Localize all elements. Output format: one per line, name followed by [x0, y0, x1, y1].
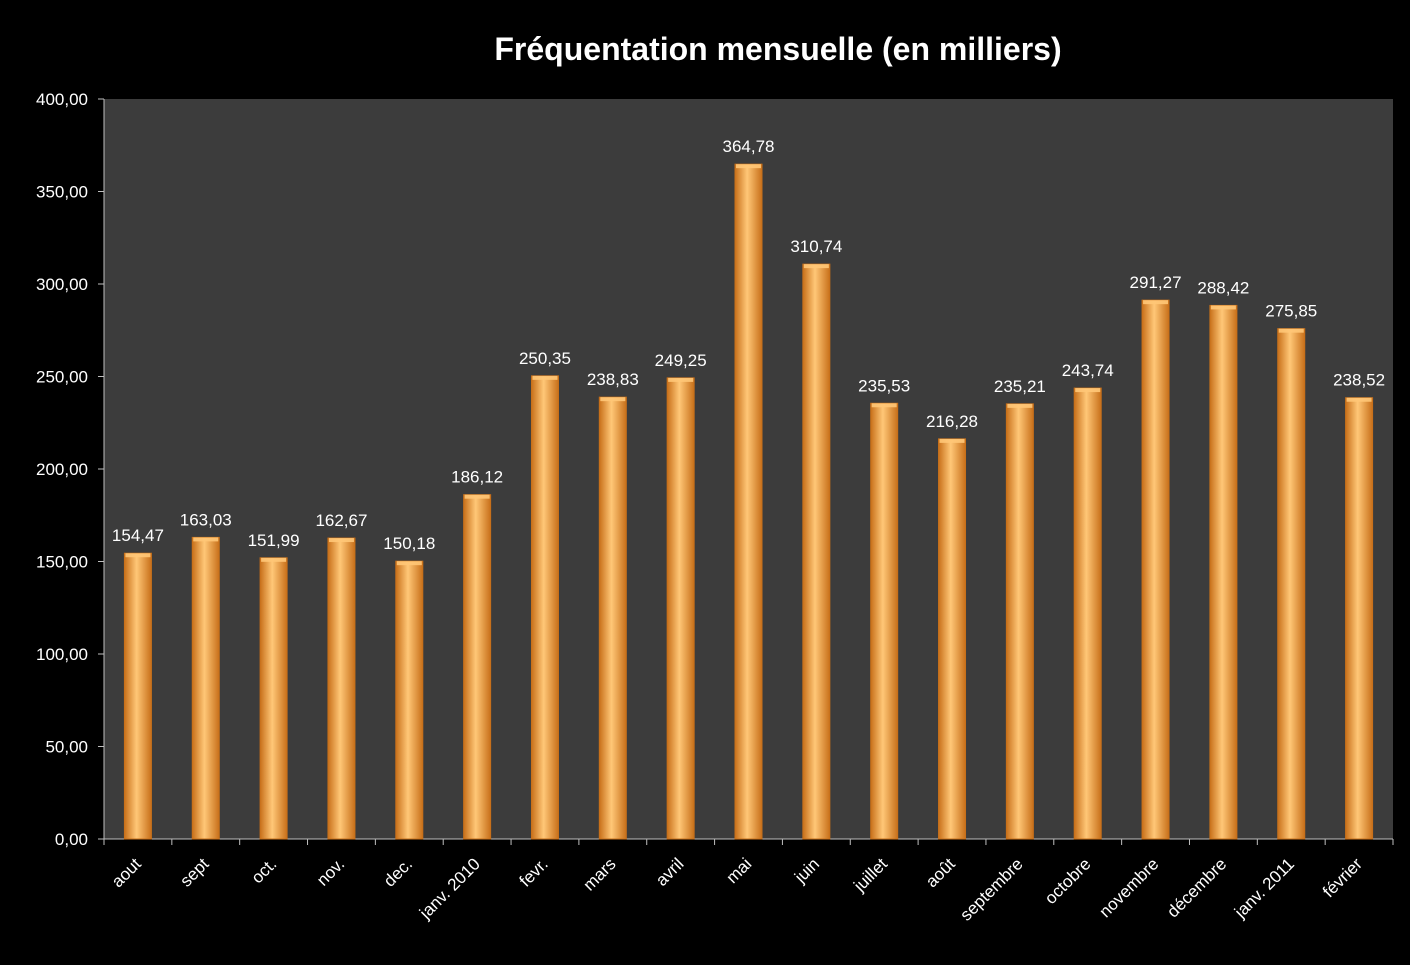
bar: [1141, 299, 1170, 840]
bar-top-highlight: [1007, 403, 1033, 408]
bar-top-highlight: [668, 377, 694, 382]
bar-top-highlight: [1143, 300, 1169, 305]
bar: [1073, 387, 1102, 840]
data-label: 235,21: [994, 377, 1046, 396]
bar-top-highlight: [193, 537, 219, 542]
bar-top-highlight: [125, 553, 151, 558]
bar: [1005, 403, 1034, 840]
bar-top-highlight: [803, 264, 829, 269]
bar: [463, 494, 492, 840]
bar-top-highlight: [464, 494, 490, 499]
bar: [734, 163, 763, 840]
data-label: 151,99: [248, 531, 300, 550]
y-tick-label: 350,00: [36, 183, 88, 202]
data-label: 243,74: [1062, 361, 1114, 380]
data-label: 150,18: [383, 534, 435, 553]
chart-title: Fréquentation mensuelle (en milliers): [494, 31, 1061, 67]
bar: [666, 377, 695, 840]
bars: [123, 163, 1374, 840]
bar-top-highlight: [532, 375, 558, 380]
bar: [1345, 397, 1374, 840]
bar-top-highlight: [1346, 397, 1372, 402]
y-tick-label: 200,00: [36, 460, 88, 479]
data-label: 238,83: [587, 370, 639, 389]
data-label: 364,78: [723, 137, 775, 156]
data-label: 154,47: [112, 526, 164, 545]
bar-top-highlight: [736, 164, 761, 169]
data-label: 163,03: [180, 510, 232, 529]
bar: [598, 396, 627, 840]
y-tick-label: 300,00: [36, 275, 88, 294]
y-tick-label: 0,00: [55, 830, 88, 849]
bar: [1209, 304, 1238, 840]
bar-top-highlight: [939, 438, 965, 443]
y-tick-label: 100,00: [36, 645, 88, 664]
data-label: 249,25: [655, 351, 707, 370]
data-label: 288,42: [1197, 278, 1249, 297]
bar: [938, 438, 967, 840]
data-label: 162,67: [315, 511, 367, 530]
data-label: 186,12: [451, 468, 503, 487]
bar: [530, 375, 559, 840]
y-tick-label: 250,00: [36, 368, 88, 387]
bar: [191, 536, 220, 840]
y-axis: 0,00 50,00 100,00 150,00 200,00 250,00 300,00 3…: [36, 90, 105, 849]
y-tick-label: 400,00: [36, 90, 88, 109]
bar-top-highlight: [396, 561, 422, 566]
y-tick-label: 50,00: [45, 738, 88, 757]
data-label: 216,28: [926, 412, 978, 431]
value-labels: 154,47 163,03 151,99 162,67 150,18 186,12 250,…: [112, 137, 1385, 553]
bar: [123, 552, 152, 840]
y-tick-label: 150,00: [36, 553, 88, 572]
data-label: 238,52: [1333, 371, 1385, 390]
bar-top-highlight: [1278, 328, 1304, 333]
bar: [870, 402, 899, 840]
bar-top-highlight: [328, 538, 354, 543]
bar: [327, 537, 356, 840]
bar: [395, 560, 424, 840]
data-label: 250,35: [519, 349, 571, 368]
bar: [802, 263, 831, 840]
bar-top-highlight: [871, 403, 897, 408]
data-label: 275,85: [1265, 302, 1317, 321]
data-label: 235,53: [858, 376, 910, 395]
bar-top-highlight: [1210, 305, 1236, 310]
data-label: 291,27: [1130, 273, 1182, 292]
bar-top-highlight: [1075, 388, 1101, 393]
bar-top-highlight: [261, 557, 287, 562]
bar-top-highlight: [600, 397, 626, 402]
bar: [259, 557, 288, 840]
data-label: 310,74: [790, 237, 842, 256]
bar: [1277, 328, 1306, 840]
